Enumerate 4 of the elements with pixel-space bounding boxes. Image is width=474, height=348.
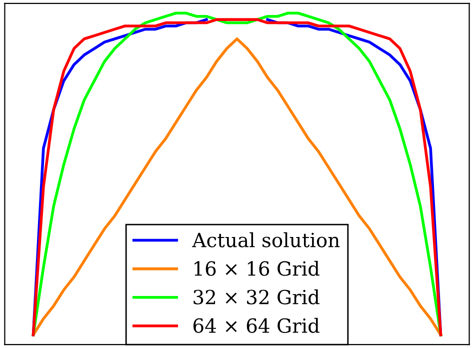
legend-label: 64 × 64 Grid	[193, 318, 320, 333]
legend-label: Actual solution	[192, 232, 340, 248]
legend-label: 16 × 16 Grid	[194, 260, 320, 276]
legend-label: 32 × 32 Grid	[194, 289, 320, 304]
